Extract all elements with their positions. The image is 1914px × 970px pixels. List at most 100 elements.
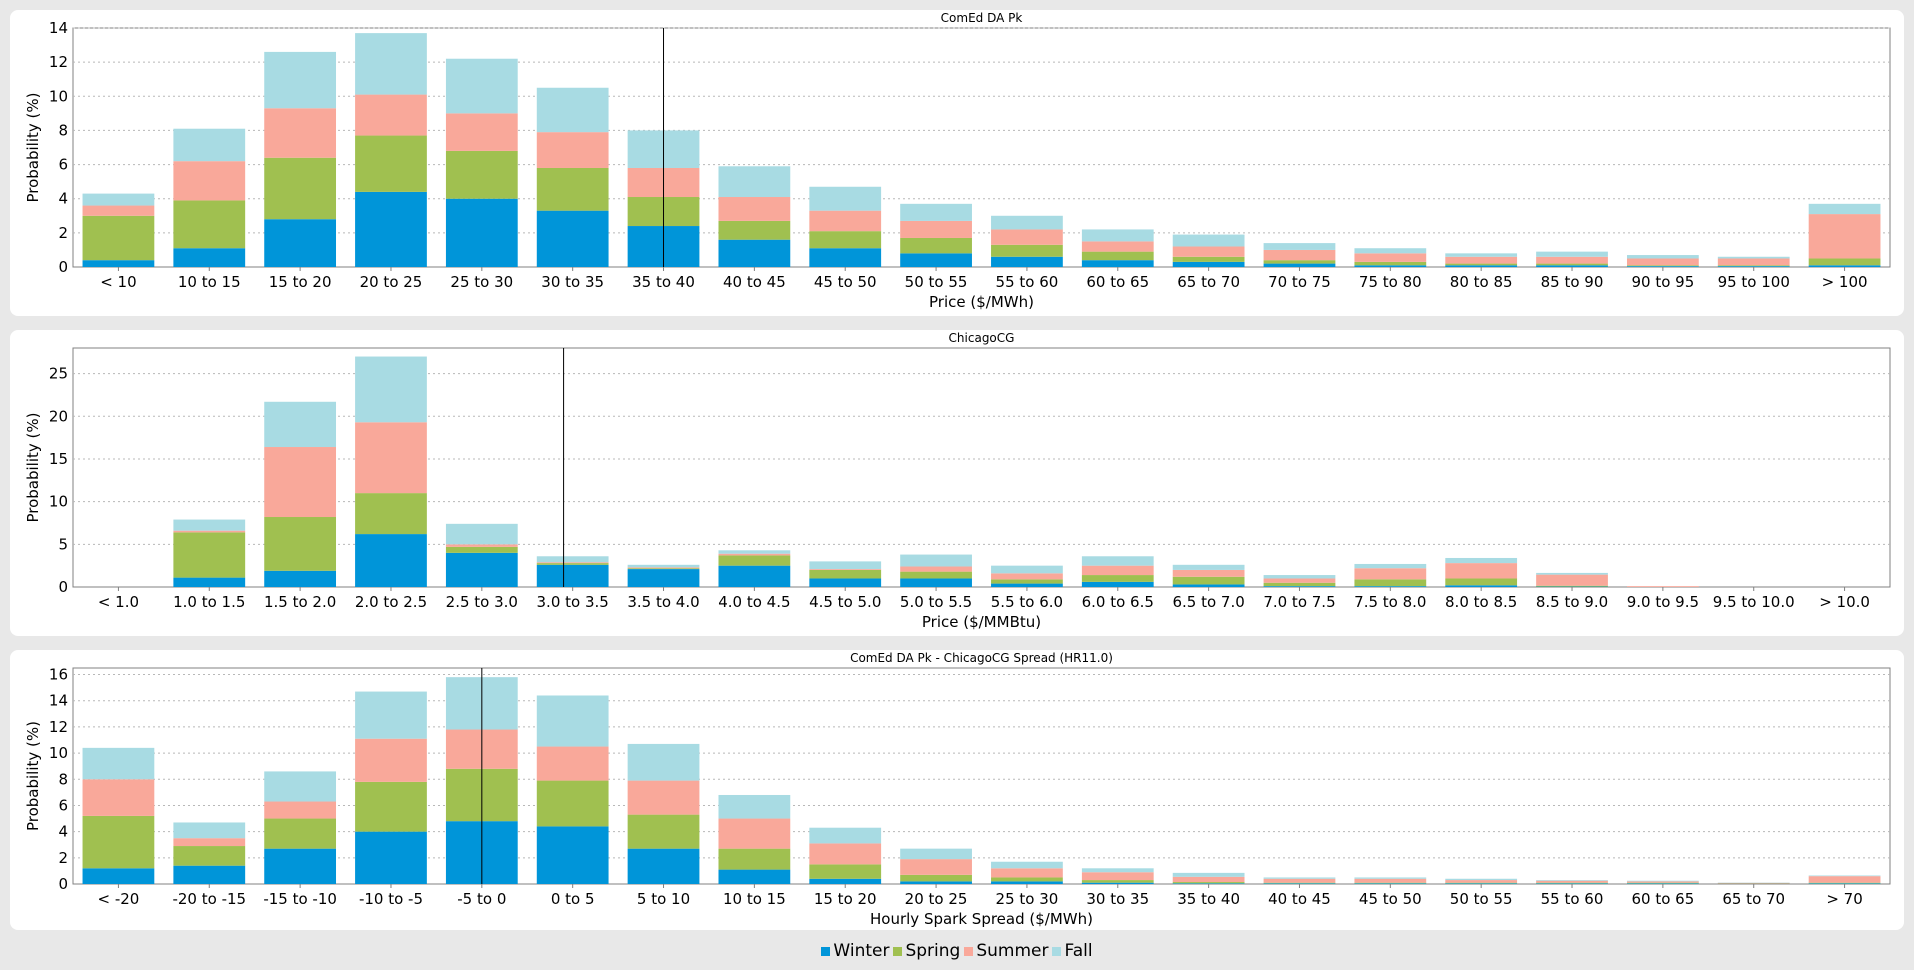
x-tick-label: 45 to 50 <box>1359 890 1422 908</box>
bar-spring <box>1263 260 1336 264</box>
bar-spring <box>1445 263 1518 266</box>
bar-summer <box>264 801 337 819</box>
x-tick-label: 25 to 30 <box>450 273 513 291</box>
bar-summer <box>627 567 700 569</box>
bar-summer <box>1536 574 1608 586</box>
y-tick-label: 10 <box>49 493 68 511</box>
y-tick-label: 8 <box>58 770 68 788</box>
x-tick-label: 7.0 to 7.5 <box>1263 593 1335 611</box>
bar-fall <box>445 58 518 114</box>
bar-winter <box>1354 265 1427 267</box>
bar-fall <box>991 861 1063 869</box>
x-tick-label: 25 to 30 <box>996 890 1059 908</box>
bar-spring <box>718 555 791 566</box>
bar-winter <box>900 253 972 267</box>
bar-spring <box>82 815 155 869</box>
bar-spring <box>1808 258 1881 266</box>
bar-fall <box>1808 875 1881 877</box>
bar-winter <box>355 191 427 267</box>
bar-winter <box>355 831 427 884</box>
bar-summer <box>173 161 246 201</box>
bar-fall <box>1263 575 1336 579</box>
x-tick-label: 0 to 5 <box>551 890 595 908</box>
bar-spring <box>536 167 609 211</box>
bar-spring <box>1172 576 1245 585</box>
bar-fall <box>173 519 246 531</box>
legend-label-spring: Spring <box>905 941 961 961</box>
x-tick-label: 10 to 15 <box>178 273 241 291</box>
bar-spring <box>1263 582 1336 587</box>
bar-summer <box>1445 256 1518 264</box>
x-tick-label: -20 to -15 <box>172 890 246 908</box>
bar-fall <box>900 203 972 221</box>
x-tick-label: 40 to 45 <box>723 273 786 291</box>
x-tick-label: 70 to 75 <box>1268 273 1331 291</box>
x-tick-label: 35 to 40 <box>1177 890 1240 908</box>
bar-summer <box>1172 569 1245 577</box>
bar-fall <box>900 554 972 567</box>
x-tick-label: 2.0 to 2.5 <box>355 593 427 611</box>
bar-spring <box>264 157 337 220</box>
x-tick-label: 15 to 20 <box>814 890 877 908</box>
plot-area <box>72 667 1891 885</box>
bar-summer <box>82 779 155 816</box>
bar-fall <box>355 33 427 95</box>
y-tick-label: 14 <box>49 19 68 37</box>
bar-summer <box>355 422 427 494</box>
bar-winter <box>173 577 246 587</box>
bar-fall <box>1536 251 1608 257</box>
bar-spring <box>264 517 337 571</box>
bar-fall <box>718 550 791 554</box>
bar-fall <box>1172 234 1245 247</box>
bar-winter <box>991 881 1063 884</box>
chart-panel-chicagocg-price: ChicagoCG 0 5 10 15 20 25 < 1.0 1.0 to 1.5 1.5 to… <box>10 330 1904 636</box>
x-tick-label: 55 to 60 <box>996 273 1059 291</box>
legend-label-winter: Winter <box>833 941 890 961</box>
bar-summer <box>1081 241 1154 252</box>
chart-chicagocg-price: ChicagoCG 0 5 10 15 20 25 < 1.0 1.0 to 1.5 1.5 to… <box>24 331 1891 631</box>
x-tick-label: 6.5 to 7.0 <box>1172 593 1244 611</box>
y-tick-label: 5 <box>58 535 68 553</box>
bar-winter <box>718 565 791 587</box>
bar-fall <box>355 356 427 423</box>
bar-spring <box>1081 880 1154 883</box>
bar-spring <box>900 874 972 882</box>
bar-spring <box>1445 882 1518 884</box>
bar-spring <box>355 781 427 832</box>
bar-summer <box>82 205 155 216</box>
bar-winter <box>627 569 700 587</box>
bar-winter <box>1445 883 1518 884</box>
bar-spring <box>173 846 246 866</box>
x-axis-title: Hourly Spark Spread ($/MWh) <box>870 910 1093 928</box>
y-tick-label: 10 <box>49 744 68 762</box>
bar-summer <box>1808 876 1881 883</box>
bar-spring <box>1536 263 1608 266</box>
x-tick-label: 45 to 50 <box>814 273 877 291</box>
bar-fall <box>82 747 155 780</box>
bar-fall <box>1172 564 1245 570</box>
chart-spark-spread: ComEd DA Pk - ChicagoCG Spread (HR11.0) 0… <box>24 651 1891 928</box>
bar-spring <box>1354 261 1427 266</box>
bar-winter <box>809 878 882 884</box>
bar-summer <box>718 553 791 556</box>
legend-label-summer: Summer <box>976 941 1049 961</box>
bar-summer <box>1717 882 1790 884</box>
bar-winter <box>991 256 1063 267</box>
bar-fall <box>900 848 972 860</box>
bar-fall <box>1626 880 1699 882</box>
x-tick-label: 5.0 to 5.5 <box>900 593 972 611</box>
bar-summer <box>1263 249 1336 261</box>
x-tick-label: 15 to 20 <box>269 273 332 291</box>
bar-fall <box>809 186 882 211</box>
bar-spring <box>1626 882 1699 884</box>
x-tick-label: < -20 <box>98 890 140 908</box>
bar-fall <box>1081 556 1154 566</box>
bar-spring <box>1172 882 1245 884</box>
bar-fall <box>718 794 791 819</box>
bar-fall <box>355 691 427 739</box>
x-tick-label: 30 to 35 <box>1086 890 1149 908</box>
bar-summer <box>1717 258 1790 266</box>
bar-summer <box>1536 256 1608 264</box>
x-tick-label: 65 to 70 <box>1177 273 1240 291</box>
bar-winter <box>536 210 609 267</box>
